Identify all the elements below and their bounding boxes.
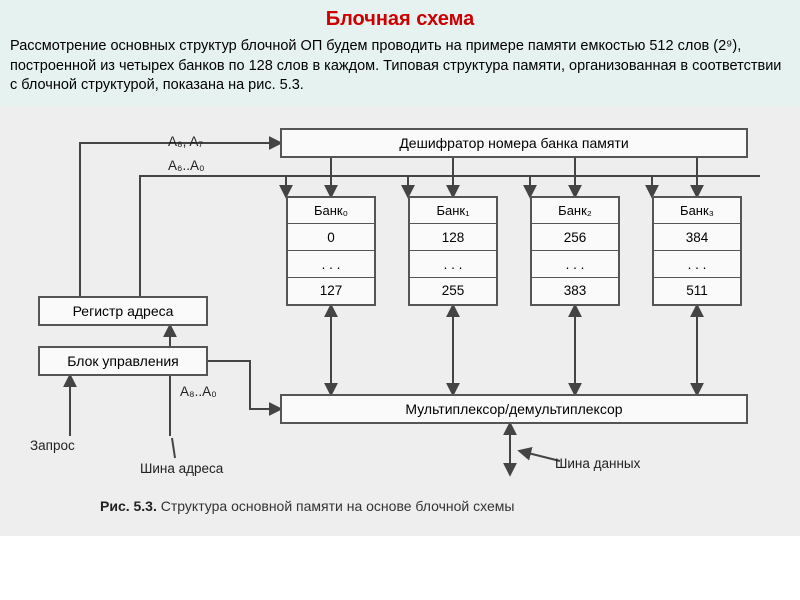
label-a6-a0: A₆..A₀ (168, 158, 205, 173)
bank-3-name: Банк₃ (654, 198, 740, 225)
control-block-box: Блок управления (38, 346, 208, 376)
figure-caption: Рис. 5.3. Структура основной памяти на о… (100, 498, 514, 514)
bank-0-last: 127 (288, 278, 374, 304)
bank-1: Банк₁ 128 . . . 255 (408, 196, 498, 306)
label-bus-addr: Шина адреса (140, 461, 223, 476)
bank-0-dots: . . . (288, 251, 374, 278)
bank-2-dots: . . . (532, 251, 618, 278)
bank-2-first: 256 (532, 224, 618, 251)
address-register-box: Регистр адреса (38, 296, 208, 326)
bank-1-last: 255 (410, 278, 496, 304)
bank-0-name: Банк₀ (288, 198, 374, 225)
bank-0: Банк₀ 0 . . . 127 (286, 196, 376, 306)
bank-2: Банк₂ 256 . . . 383 (530, 196, 620, 306)
caption-bold: Рис. 5.3. (100, 498, 157, 514)
bank-3-dots: . . . (654, 251, 740, 278)
label-zapros: Запрос (30, 438, 75, 453)
block-diagram: Дешифратор номера банка памяти Регистр а… (0, 106, 800, 536)
bank-3: Банк₃ 384 . . . 511 (652, 196, 742, 306)
caption-rest: Структура основной памяти на основе блоч… (157, 498, 515, 514)
label-a8-a0: A₈..A₀ (180, 384, 217, 399)
decoder-box: Дешифратор номера банка памяти (280, 128, 748, 158)
mux-demux-box: Мультиплексор/демультиплексор (280, 394, 748, 424)
bank-1-dots: . . . (410, 251, 496, 278)
bank-3-first: 384 (654, 224, 740, 251)
header-panel: Блочная схема Рассмотрение основных стру… (0, 0, 800, 106)
bank-1-first: 128 (410, 224, 496, 251)
bank-3-last: 511 (654, 278, 740, 304)
description-text: Рассмотрение основных структур блочной О… (10, 37, 790, 96)
page-title: Блочная схема (10, 8, 790, 31)
bank-0-first: 0 (288, 224, 374, 251)
bank-2-last: 383 (532, 278, 618, 304)
label-a8-a7: A₈, A₇ (168, 134, 203, 149)
bank-1-name: Банк₁ (410, 198, 496, 225)
bank-2-name: Банк₂ (532, 198, 618, 225)
label-bus-data: Шина данных (555, 456, 640, 471)
